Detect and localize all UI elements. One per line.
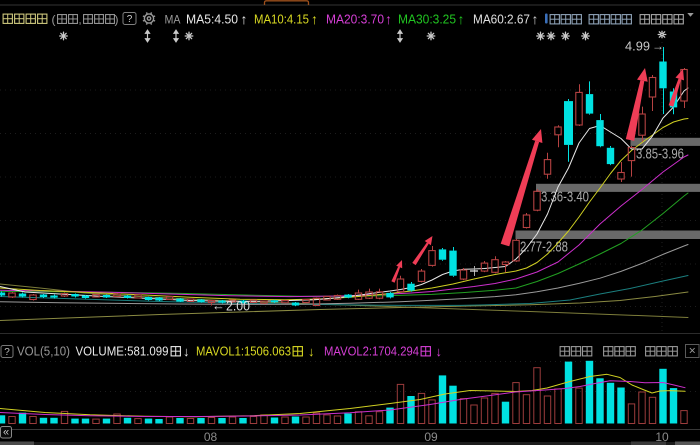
svg-text:?: ? xyxy=(127,14,133,25)
svg-text:↑: ↑ xyxy=(241,11,248,27)
svg-text:3.36-3.40: 3.36-3.40 xyxy=(541,190,589,206)
svg-text:2.00: 2.00 xyxy=(226,299,250,314)
svg-text:MAVOL1:1506.063: MAVOL1:1506.063 xyxy=(196,345,291,359)
svg-text:↓: ↓ xyxy=(183,344,190,359)
svg-text:↓: ↓ xyxy=(308,344,315,359)
svg-text:MA30:3.25: MA30:3.25 xyxy=(398,13,456,27)
svg-text:(: ( xyxy=(52,13,56,27)
svg-text:VOLUME:581.099: VOLUME:581.099 xyxy=(76,345,169,359)
svg-text:): ) xyxy=(115,13,119,27)
svg-text:MA60:2.67: MA60:2.67 xyxy=(473,13,530,27)
svg-text:→: → xyxy=(652,39,664,53)
svg-text:MAVOL2:1704.294: MAVOL2:1704.294 xyxy=(324,345,419,359)
svg-text:3.85-3.96: 3.85-3.96 xyxy=(636,147,684,163)
svg-text:08: 08 xyxy=(204,430,218,444)
svg-text:4.99: 4.99 xyxy=(625,40,650,54)
svg-text:,: , xyxy=(79,15,82,27)
svg-text:?: ? xyxy=(4,347,10,358)
svg-text:10: 10 xyxy=(655,430,669,444)
svg-text:←: ← xyxy=(212,298,225,313)
svg-text:2.77-2.88: 2.77-2.88 xyxy=(520,240,568,256)
svg-text:MA20:3.70: MA20:3.70 xyxy=(326,13,384,27)
svg-text:09: 09 xyxy=(424,430,438,444)
svg-text:↑: ↑ xyxy=(385,11,392,27)
svg-text:↑: ↑ xyxy=(311,11,318,27)
svg-text:×: × xyxy=(689,344,696,358)
svg-text:VOL(5,10): VOL(5,10) xyxy=(17,345,70,359)
svg-text:MA: MA xyxy=(165,13,181,27)
svg-text:↑: ↑ xyxy=(458,11,465,27)
svg-text:MA10:4.15: MA10:4.15 xyxy=(254,13,309,27)
svg-text:↑: ↑ xyxy=(532,11,539,27)
svg-text:«: « xyxy=(3,427,9,439)
svg-text:MA5:4.50: MA5:4.50 xyxy=(186,13,238,27)
svg-text:↓: ↓ xyxy=(436,344,443,359)
